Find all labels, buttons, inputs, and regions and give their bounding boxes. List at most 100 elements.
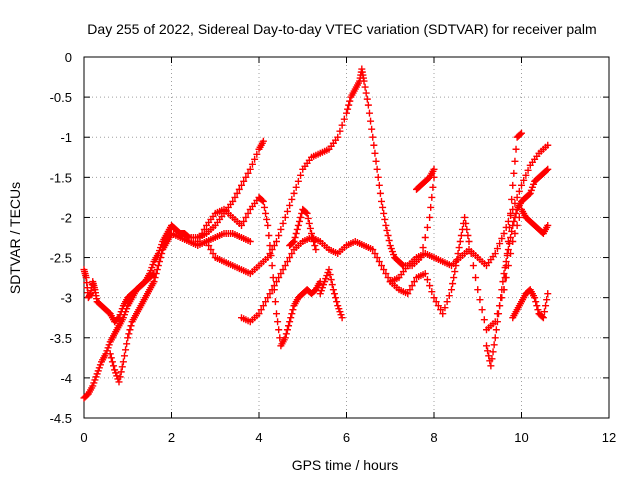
data-point <box>207 246 215 254</box>
data-point <box>115 378 123 386</box>
data-point <box>461 213 469 221</box>
data-point <box>154 262 162 270</box>
data-point <box>277 270 285 278</box>
data-point <box>516 130 524 138</box>
data-point <box>263 215 271 223</box>
data-point <box>513 193 521 201</box>
y-tick-label: -1 <box>60 130 72 145</box>
data-point <box>496 302 504 310</box>
data-point <box>273 238 280 246</box>
data-point <box>511 157 519 165</box>
y-tick-label: -2 <box>60 210 72 225</box>
data-point <box>472 274 480 282</box>
data-point <box>491 334 499 342</box>
data-point <box>380 266 388 274</box>
data-point <box>453 256 461 264</box>
data-point <box>274 318 282 326</box>
data-point <box>457 231 465 239</box>
data-point <box>385 237 393 245</box>
data-point <box>449 280 457 288</box>
data-point <box>297 171 305 179</box>
data-point <box>125 330 133 338</box>
data-point <box>543 166 551 174</box>
data-point <box>518 181 525 189</box>
data-point <box>330 290 338 298</box>
data-point <box>203 238 210 246</box>
y-tick-label: -0.5 <box>50 90 72 105</box>
data-point <box>271 298 279 306</box>
data-point <box>497 294 505 302</box>
data-point <box>287 314 295 322</box>
data-point <box>501 274 509 282</box>
data-point <box>476 296 484 304</box>
data-point <box>292 229 300 237</box>
data-point <box>367 117 375 125</box>
data-point <box>304 214 312 222</box>
data-point <box>490 341 498 349</box>
data-point <box>381 215 389 223</box>
y-tick-label: -2.5 <box>50 251 72 266</box>
data-point <box>462 219 470 227</box>
data-point <box>275 231 283 239</box>
data-point <box>488 355 496 363</box>
data-point <box>427 203 435 211</box>
data-point <box>544 221 552 229</box>
data-point <box>467 250 475 258</box>
data-point <box>238 221 245 229</box>
series-2 <box>80 266 158 326</box>
data-point <box>510 217 518 225</box>
x-axis-ticks: 0 2 4 6 8 10 12 <box>80 57 616 445</box>
data-point <box>194 238 202 246</box>
data-point <box>408 282 416 290</box>
data-point <box>158 250 166 258</box>
data-point <box>157 254 165 262</box>
data-point <box>308 229 315 237</box>
data-point <box>426 213 434 221</box>
data-point <box>432 298 440 306</box>
chart-title: Day 255 of 2022, Sidereal Day-to-day VTE… <box>87 21 596 37</box>
data-point <box>500 229 508 237</box>
grid-lines <box>84 57 609 418</box>
data-marks <box>80 65 552 402</box>
data-point <box>489 348 497 356</box>
data-point <box>117 368 125 376</box>
data-point <box>493 318 501 326</box>
data-point <box>259 197 267 205</box>
data-point <box>244 209 252 217</box>
data-point <box>371 149 379 157</box>
data-point <box>244 169 252 177</box>
data-point <box>430 294 438 302</box>
data-point <box>292 183 300 191</box>
data-point <box>450 274 458 282</box>
series-13 <box>413 165 438 193</box>
data-point <box>384 231 392 239</box>
data-point <box>251 155 259 163</box>
data-point <box>525 190 533 198</box>
data-point <box>439 310 447 318</box>
data-point <box>360 77 368 85</box>
data-point <box>246 165 254 173</box>
data-point <box>534 306 542 314</box>
x-tick-label: 10 <box>514 430 528 445</box>
data-point <box>268 246 276 254</box>
data-point <box>282 330 290 338</box>
data-point <box>518 129 525 137</box>
series-12 <box>500 129 525 294</box>
series-4 <box>203 65 438 278</box>
data-point <box>364 101 372 109</box>
data-point <box>544 290 552 298</box>
series-7 <box>286 205 320 254</box>
data-point <box>544 165 552 173</box>
data-point <box>281 334 289 342</box>
data-point <box>370 141 378 149</box>
data-point <box>533 302 541 310</box>
data-point <box>285 322 293 330</box>
data-point <box>310 238 318 246</box>
data-point <box>423 223 431 231</box>
data-point <box>248 160 256 168</box>
data-point <box>538 313 546 321</box>
data-point <box>363 95 371 103</box>
data-point <box>434 302 442 310</box>
data-point <box>306 224 314 232</box>
